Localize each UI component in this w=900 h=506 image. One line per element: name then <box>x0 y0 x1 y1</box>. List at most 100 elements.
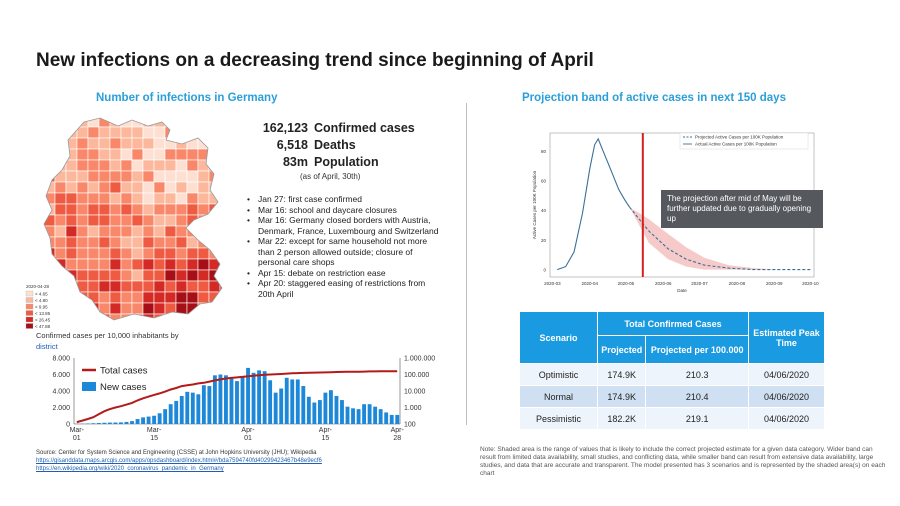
germany-choropleth-map: 2020-04-28 < 4.65< 4.80 < 9.95< 13.85 < 26… <box>22 117 236 329</box>
map-district <box>54 148 67 161</box>
map-district <box>44 269 56 282</box>
map-district <box>175 126 188 139</box>
new-cases-bar <box>268 380 273 424</box>
map-district <box>44 236 56 249</box>
map-district <box>197 118 210 128</box>
legend-total-label: Total cases <box>100 366 148 377</box>
map-district <box>175 118 188 128</box>
map-district <box>208 148 221 161</box>
map-district <box>186 258 199 271</box>
map-district <box>164 313 177 320</box>
new-cases-bar <box>351 408 355 424</box>
timeline-item: Apr 15: debate on restriction ease <box>247 268 440 279</box>
map-district <box>120 236 133 249</box>
legend-new-swatch <box>82 382 96 391</box>
map-district <box>164 192 177 205</box>
source-link-arcgis[interactable]: https://gisanddata.maps.arcgis.com/apps/… <box>36 458 322 464</box>
header-per100k: Projected per 100.000 <box>645 335 749 364</box>
new-cases-bar <box>157 413 162 424</box>
map-district <box>175 159 188 172</box>
map-district <box>164 247 177 260</box>
map-district <box>153 214 166 227</box>
map-district <box>87 148 100 161</box>
map-district <box>231 193 236 204</box>
map-district <box>120 214 133 227</box>
map-district <box>197 170 210 183</box>
map-district <box>22 259 33 270</box>
new-cases-bar <box>196 394 201 424</box>
map-district <box>164 236 177 249</box>
map-district <box>131 291 144 304</box>
stat-value: 6,518 <box>276 138 308 152</box>
map-district <box>219 258 222 271</box>
stat-label: Deaths <box>314 138 356 152</box>
map-district <box>98 291 111 304</box>
new-cases-bar <box>224 375 228 424</box>
map-district <box>219 148 222 161</box>
timeline-item: Mar 16: school and daycare closures <box>247 205 440 216</box>
map-district <box>142 137 155 150</box>
map-district <box>131 203 144 216</box>
map-district <box>98 258 111 271</box>
map-district <box>22 237 33 248</box>
key-stats: 162,123 Confirmed cases 6,518 Deaths 83m… <box>244 121 415 172</box>
map-district <box>87 214 100 227</box>
map-district <box>109 170 122 183</box>
map-district <box>186 148 199 161</box>
map-district <box>120 126 133 139</box>
map-district <box>153 181 166 194</box>
map-district <box>153 258 166 271</box>
map-district <box>197 291 210 304</box>
map-district <box>44 203 56 216</box>
map-district <box>175 269 188 282</box>
new-cases-bar <box>229 377 234 424</box>
map-district <box>98 225 111 238</box>
map-district <box>109 192 122 205</box>
map-district <box>142 291 155 304</box>
y-tick-label-left: 8.000 <box>52 356 70 363</box>
map-district <box>120 247 133 260</box>
map-district <box>76 269 89 282</box>
map-district <box>109 159 122 172</box>
new-cases-bar <box>306 396 311 424</box>
new-cases-bar <box>207 386 212 424</box>
map-district <box>153 225 166 238</box>
map-district <box>131 118 144 128</box>
map-district <box>208 302 221 315</box>
map-district <box>164 225 177 238</box>
map-district <box>197 225 210 238</box>
new-cases-bar <box>179 395 184 424</box>
map-district <box>54 192 67 205</box>
map-district <box>142 118 155 128</box>
x-tick-label: Apr-28 <box>391 427 405 442</box>
map-district <box>131 280 144 293</box>
header-total-confirmed: Total Confirmed Cases <box>597 311 749 336</box>
stat-label: Population <box>314 155 379 169</box>
y-tick-label: 0 <box>543 268 546 273</box>
map-district <box>44 258 45 271</box>
map-district <box>120 170 133 183</box>
map-district <box>164 203 177 216</box>
new-cases-bar <box>218 374 223 424</box>
map-district <box>98 269 111 282</box>
source-link-wikipedia[interactable]: https://en.wikipedia.org/wiki/2020_coron… <box>36 466 224 472</box>
map-district <box>153 159 166 172</box>
map-district <box>109 291 122 304</box>
x-tick-label: 2020-10 <box>802 281 819 286</box>
map-district <box>54 203 67 216</box>
map-district <box>44 126 56 139</box>
map-district <box>175 203 188 216</box>
map-district <box>87 236 100 249</box>
map-district <box>65 118 78 128</box>
map-district <box>87 159 100 172</box>
map-district <box>131 302 144 315</box>
map-district <box>153 118 166 128</box>
map-legend-label: < 4.65 <box>35 292 48 297</box>
map-district <box>120 280 133 293</box>
district-link[interactable]: district <box>36 342 58 351</box>
map-district <box>164 126 177 139</box>
map-legend-swatch <box>25 303 34 310</box>
map-district <box>44 225 45 238</box>
table-row: Normal 174.9K 210.4 04/06/2020 <box>519 385 825 408</box>
map-district <box>65 148 78 161</box>
